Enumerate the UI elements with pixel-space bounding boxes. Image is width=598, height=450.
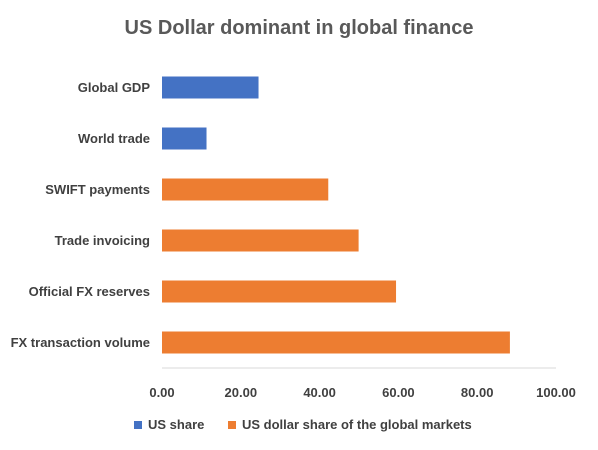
category-label: World trade — [78, 131, 150, 146]
bar-swift-payments — [162, 178, 329, 201]
legend-label: US dollar share of the global markets — [242, 417, 472, 432]
category-label: Official FX reserves — [29, 284, 150, 299]
legend-label: US share — [148, 417, 204, 432]
x-tick-label: 40.00 — [303, 385, 336, 400]
category-label: Global GDP — [78, 80, 151, 95]
legend: US share US dollar share of the global ma… — [134, 417, 472, 432]
x-tick-label: 0.00 — [149, 385, 174, 400]
x-tick-label: 100.00 — [536, 385, 576, 400]
chart-title: US Dollar dominant in global finance — [125, 17, 474, 39]
bar-world-trade — [162, 127, 207, 150]
x-tick-label: 20.00 — [225, 385, 258, 400]
x-tick-label: 60.00 — [382, 385, 415, 400]
legend-swatch — [134, 421, 142, 429]
legend-swatch — [228, 421, 236, 429]
category-label: SWIFT payments — [45, 182, 150, 197]
category-label: Trade invoicing — [55, 233, 150, 248]
bar-trade-invoicing — [162, 229, 359, 252]
bar-fx-transaction-volume — [162, 331, 510, 354]
bar-global-gdp — [162, 76, 259, 99]
x-tick-label: 80.00 — [461, 385, 494, 400]
bar-group — [162, 76, 510, 354]
category-labels: Global GDP World trade SWIFT payments Trade… — [11, 80, 151, 350]
category-label: FX transaction volume — [11, 335, 150, 350]
bar-official-fx-reserves — [162, 280, 397, 303]
x-tick-labels: 0.00 20.00 40.00 60.00 80.00 100.00 — [149, 385, 576, 400]
